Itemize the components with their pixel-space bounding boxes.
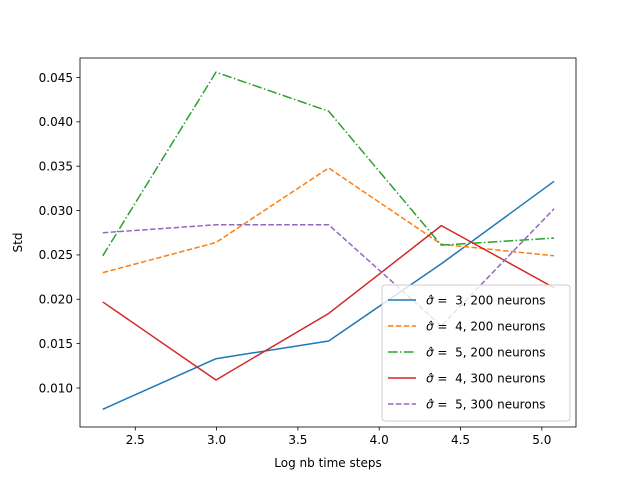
y-tick-label: 0.035 (39, 160, 73, 174)
legend-symbol: σ̂ (426, 293, 434, 307)
legend-label-5: σ̂ = 5, 300 neurons (426, 397, 546, 411)
legend-label-1: σ̂ = 3, 200 neurons (426, 293, 546, 307)
y-tick-label: 0.025 (39, 248, 73, 262)
x-axis-label: Log nb time steps (274, 456, 381, 470)
legend-symbol: σ̂ (426, 345, 434, 359)
series-line-1 (102, 180, 555, 410)
y-tick-label: 0.015 (39, 337, 73, 351)
legend-label-2: σ̂ = 4, 200 neurons (426, 319, 546, 333)
series-line-3 (102, 71, 555, 257)
x-tick-label: 4.0 (370, 433, 389, 447)
legend-symbol: σ̂ (426, 397, 434, 411)
legend-text: = 5, 200 neurons (434, 345, 546, 359)
x-tick-label: 5.0 (532, 433, 551, 447)
legend-symbol: σ̂ (426, 371, 434, 385)
series-line-4 (102, 224, 555, 381)
plot-frame (79, 57, 577, 428)
legend-text: = 5, 300 neurons (434, 397, 546, 411)
y-tick-label: 0.010 (39, 381, 73, 395)
y-tick-label: 0.045 (39, 71, 73, 85)
y-axis: 0.010 0.015 0.020 0.025 0.030 0.035 0.040 0.045 (39, 71, 80, 395)
x-tick-label: 3.0 (207, 433, 226, 447)
y-tick-label: 0.020 (39, 293, 73, 307)
legend-box (381, 284, 571, 422)
series-lines (102, 71, 555, 410)
x-tick-label: 3.5 (288, 433, 307, 447)
legend-text: = 3, 200 neurons (434, 293, 546, 307)
x-tick-label: 2.5 (126, 433, 145, 447)
y-tick-label: 0.040 (39, 115, 73, 129)
y-axis-label: Std (11, 233, 25, 253)
y-tick-label: 0.030 (39, 204, 73, 218)
x-axis: 2.5 3.0 3.5 4.0 4.5 5.0 (126, 427, 551, 447)
x-tick-label: 4.5 (451, 433, 470, 447)
legend-text: = 4, 300 neurons (434, 371, 546, 385)
legend-symbol: σ̂ (426, 319, 434, 333)
legend-label-3: σ̂ = 5, 200 neurons (426, 345, 546, 359)
legend-text: = 4, 200 neurons (434, 319, 546, 333)
legend-label-4: σ̂ = 4, 300 neurons (426, 371, 546, 385)
